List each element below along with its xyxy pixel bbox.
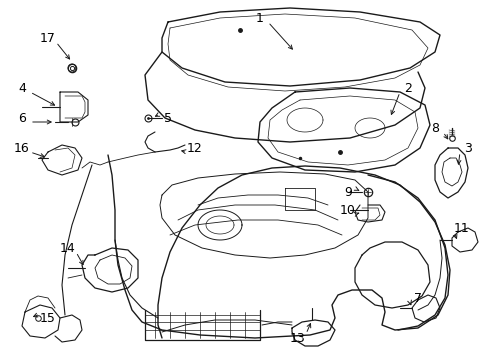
Text: 14: 14 (60, 242, 76, 255)
Text: 4: 4 (18, 81, 26, 94)
Text: 2: 2 (403, 81, 411, 94)
Text: 3: 3 (463, 141, 471, 154)
Text: 10: 10 (339, 203, 355, 216)
Text: 12: 12 (187, 141, 203, 154)
Text: 17: 17 (40, 31, 56, 45)
Text: 6: 6 (18, 112, 26, 125)
Text: 8: 8 (430, 122, 438, 135)
Text: 15: 15 (40, 311, 56, 324)
Text: 13: 13 (289, 332, 305, 345)
Text: 5: 5 (163, 112, 172, 125)
Text: 9: 9 (344, 186, 351, 199)
Text: 11: 11 (453, 221, 469, 234)
Text: 1: 1 (256, 12, 264, 24)
Text: 16: 16 (14, 141, 30, 154)
Text: 7: 7 (413, 292, 421, 305)
